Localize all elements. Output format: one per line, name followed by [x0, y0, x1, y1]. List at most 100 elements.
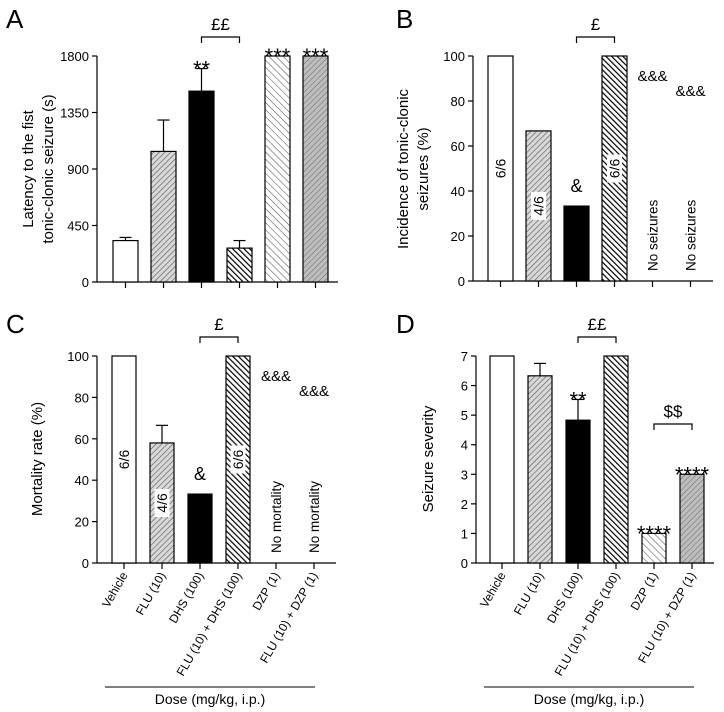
y-axis-title: Mortality rate (%) [29, 402, 46, 516]
y-tick-label: 900 [67, 162, 89, 177]
bar-fraction-label: 6/6 [116, 450, 132, 470]
y-tick-label: 0 [82, 275, 89, 290]
y-tick-label: 0 [461, 556, 468, 571]
panel-B: B 0 20 40 60 80 100 Incidence of tonic-clonic se… [395, 4, 713, 289]
y-tick-label: 4 [461, 438, 468, 453]
y-tick-label: 80 [75, 390, 89, 405]
bar [487, 55, 514, 282]
y-tick-label: 100 [67, 349, 89, 364]
bar-fraction-label: 2/6 [569, 234, 585, 254]
y-tick-label: 40 [75, 473, 89, 488]
comparison-bracket [653, 423, 693, 431]
bar-label-bg [531, 191, 546, 220]
y-tick-label: 60 [451, 139, 465, 154]
x-axis-title: Dose (mg/kg, i.p.) [534, 691, 644, 707]
no-effect-label: No seizures [684, 199, 699, 271]
bar [527, 375, 553, 564]
panel-letter: B [396, 4, 413, 34]
bar-fraction-label: 6/6 [493, 159, 509, 179]
panel-letter: C [6, 309, 25, 339]
bar [641, 532, 667, 564]
y-tick-label: 60 [75, 432, 89, 447]
significance-marker: *** [265, 44, 291, 69]
y-tick-label: 5 [461, 408, 468, 423]
bar-fraction-label: 4/6 [531, 196, 547, 216]
bar-fraction-label: 2/6 [192, 519, 208, 539]
y-axis-title: Incidence of tonic-clonic seizures (%) [395, 88, 432, 249]
y-axis-title: Latency to the fist tonic-clonic seizure … [20, 94, 57, 243]
y-tick-label: 0 [458, 274, 465, 289]
x-tick-label: DHS (100) [544, 570, 584, 626]
bar [188, 90, 215, 283]
bar [264, 55, 291, 283]
comparison-bracket [577, 336, 617, 343]
panel-letter: A [6, 4, 24, 34]
bar [302, 55, 329, 283]
x-tick-label: Vehicle [99, 569, 131, 610]
significance-marker: *** [303, 44, 329, 69]
comparison-bracket [575, 36, 616, 43]
bracket-label: ££ [588, 315, 607, 334]
y-tick-label: 7 [461, 349, 468, 364]
panel-letter: D [396, 309, 415, 339]
significance-marker: &&& [299, 383, 329, 400]
significance-marker: &&& [675, 83, 705, 100]
y-tick-label: 100 [443, 49, 465, 64]
significance-marker: &&& [261, 368, 291, 385]
bracket-label: £ [591, 15, 601, 34]
significance-marker: ** [569, 387, 587, 412]
y-tick-label: 40 [451, 184, 465, 199]
x-tick-label: FLU (10) [511, 569, 547, 617]
significance-marker: & [194, 464, 206, 484]
y-tick-label: 20 [451, 229, 465, 244]
bar [563, 205, 590, 282]
y-tick-label: 1 [461, 526, 468, 541]
y-axis-title: Seizure severity [420, 405, 437, 512]
y-tick-label: 0 [82, 556, 89, 571]
no-effect-label: No mortality [307, 481, 322, 553]
bar-fraction-label: 4/6 [154, 493, 170, 513]
bar [226, 247, 253, 283]
significance-marker: **** [637, 521, 672, 546]
y-tick-label: 80 [451, 94, 465, 109]
comparison-bracket [200, 36, 241, 43]
y-tick-label: 2 [461, 497, 468, 512]
significance-marker: &&& [637, 68, 667, 85]
bar-label-bg [230, 445, 246, 474]
bar [679, 473, 705, 564]
y-tick-label: 1800 [60, 49, 89, 64]
bar [112, 239, 139, 283]
x-tick-label: DHS (100) [166, 570, 206, 626]
x-tick-label: DZP (1) [250, 570, 283, 613]
bar [489, 355, 515, 564]
bar-label-bg [607, 154, 622, 183]
bar [187, 493, 213, 564]
x-axis-title: Dose (mg/kg, i.p.) [155, 691, 265, 707]
significance-marker: **** [675, 462, 710, 487]
x-tick-label: FLU (10) [133, 569, 169, 617]
panel-C: C 0 20 40 60 80 100 Mortality rate (%) 6/6 4/6 2/6… [6, 309, 336, 707]
bar [565, 419, 591, 564]
no-effect-label: No seizures [646, 199, 661, 271]
y-tick-label: 3 [461, 467, 468, 482]
y-tick-label: 20 [75, 515, 89, 530]
bracket-label: $$ [664, 402, 683, 421]
bar [111, 355, 137, 564]
significance-marker: & [570, 176, 582, 196]
bar-fraction-label: 6/6 [230, 450, 246, 470]
bracket-label: ££ [211, 15, 230, 34]
x-tick-label: DZP (1) [628, 570, 661, 613]
x-tick-label: Vehicle [477, 569, 509, 610]
y-tick-label: 6 [461, 379, 468, 394]
y-tick-label: 1350 [60, 106, 89, 121]
y-tick-label: 450 [67, 219, 89, 234]
significance-marker: ** [193, 57, 211, 82]
panel-A: A 0 450 900 1350 1800 Latency to the fist tonic… [6, 4, 338, 290]
bar [150, 150, 177, 283]
bar-label-bg [154, 488, 170, 517]
bracket-label: £ [214, 315, 224, 334]
comparison-bracket [199, 336, 239, 343]
no-effect-label: No mortality [269, 481, 284, 553]
